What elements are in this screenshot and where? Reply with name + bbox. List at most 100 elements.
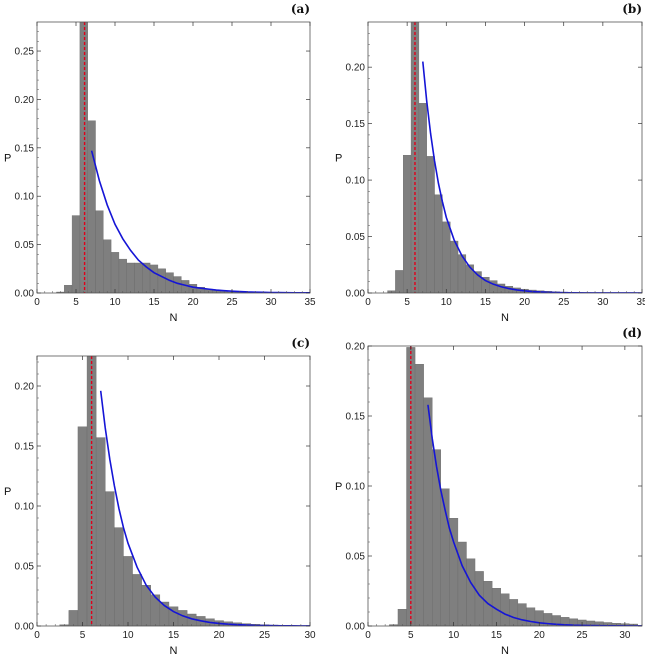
histogram-bar <box>177 610 188 626</box>
y-tick-label: 0.20 <box>15 95 35 106</box>
x-tick-label: 30 <box>597 297 609 308</box>
x-axis-label: N <box>170 312 178 324</box>
x-tick-label: 5 <box>80 630 86 641</box>
x-tick-label: 5 <box>404 297 410 308</box>
histogram-bar <box>134 262 143 293</box>
y-tick-label: 0.15 <box>346 119 366 130</box>
histogram-bar <box>426 156 435 293</box>
x-tick-label: 15 <box>480 297 492 308</box>
x-tick-label: 20 <box>213 630 225 641</box>
histogram-bar <box>95 437 106 626</box>
histogram-bar <box>509 599 519 626</box>
y-tick-label: 0.15 <box>346 412 366 423</box>
panel-label: (a) <box>291 2 310 16</box>
x-tick-label: 0 <box>365 297 371 308</box>
y-tick-label: 0.05 <box>15 240 35 251</box>
fit-curve <box>90 150 310 293</box>
y-tick-label: 0.00 <box>15 622 35 633</box>
histogram-bar <box>165 272 174 293</box>
y-tick-label: 0.05 <box>15 562 35 573</box>
panel-label: (d) <box>622 326 642 340</box>
chart-panel: 0 5 10 15 20 25 30 0.00 0.05 0.10 0.15 0.20 N P (d) <box>335 326 643 656</box>
histogram-bar <box>403 155 412 293</box>
y-tick-label: 0.10 <box>346 482 366 493</box>
x-tick-label: 30 <box>304 630 316 641</box>
x-tick-label: 5 <box>73 297 79 308</box>
x-tick-label: 15 <box>168 630 180 641</box>
plot-content <box>56 22 310 293</box>
histogram-bar <box>432 449 441 626</box>
chart-panel: 0 5 10 15 20 25 30 0.00 0.05 0.10 0.15 0.20 N P (c) <box>4 336 316 656</box>
x-tick-label: 10 <box>441 297 453 308</box>
y-tick-label: 0.10 <box>15 502 35 513</box>
y-tick-label: 0.00 <box>346 289 366 300</box>
histogram-bar <box>123 556 133 626</box>
chart-panel: 0 5 10 15 20 25 30 35 0.00 0.05 0.10 0.15 0.20 N P (b) <box>335 2 645 324</box>
chart-panel: 0 5 10 15 20 25 30 35 0.00 0.05 0.10 0.15 0.20 0.25 N P… <box>4 2 316 324</box>
x-tick-label: 15 <box>491 630 503 641</box>
x-axis-label: N <box>501 645 509 656</box>
x-tick-label: 5 <box>408 630 414 641</box>
x-tick-label: 15 <box>148 297 160 308</box>
histogram-bar <box>114 527 124 626</box>
histogram-bar <box>149 264 159 293</box>
histogram-bar <box>71 215 81 293</box>
histogram-bar <box>457 541 467 626</box>
x-tick-label: 0 <box>365 630 371 641</box>
x-tick-label: 25 <box>577 630 589 641</box>
y-axis-label: P <box>4 486 11 498</box>
x-tick-label: 25 <box>259 630 271 641</box>
y-axis-label: P <box>335 481 342 493</box>
y-tick-label: 0.00 <box>346 622 366 633</box>
histogram-bar <box>442 221 451 293</box>
y-tick-label: 0.20 <box>346 63 366 74</box>
plot-content <box>387 22 642 293</box>
x-axis-label: N <box>170 645 178 656</box>
plot-content <box>59 356 310 626</box>
histogram-bar <box>418 103 427 293</box>
histogram-bar <box>77 426 88 626</box>
x-tick-label: 0 <box>34 630 40 641</box>
histogram-bar <box>87 120 96 293</box>
y-tick-label: 0.15 <box>15 143 35 154</box>
y-tick-label: 0.10 <box>346 176 366 187</box>
x-tick-label: 10 <box>122 630 134 641</box>
histogram-bar <box>79 22 88 293</box>
panel-label: (c) <box>291 336 310 350</box>
x-tick-label: 0 <box>34 297 40 308</box>
histogram-bar <box>157 268 166 293</box>
y-axis-label: P <box>335 153 342 165</box>
histogram-bar <box>118 258 127 293</box>
histogram-bar <box>103 239 112 293</box>
y-tick-label: 0.20 <box>15 382 35 393</box>
x-tick-label: 10 <box>448 630 460 641</box>
y-tick-label: 0.10 <box>15 192 35 203</box>
y-tick-label: 0.05 <box>346 552 366 563</box>
panel-label: (b) <box>622 2 642 16</box>
histogram-bar <box>126 262 135 293</box>
histogram-bar <box>132 574 142 626</box>
histogram-bar <box>450 240 459 293</box>
histogram-bar <box>68 610 79 626</box>
histogram-bar <box>395 270 404 293</box>
histogram-bar <box>466 558 476 626</box>
histogram-bar <box>110 252 120 293</box>
histogram-bar <box>105 491 115 626</box>
x-tick-label: 20 <box>187 297 199 308</box>
x-tick-label: 25 <box>226 297 238 308</box>
x-tick-label: 10 <box>109 297 121 308</box>
histogram-bar <box>500 593 510 626</box>
x-axis-label: N <box>501 312 509 324</box>
histogram-bar <box>526 607 536 626</box>
x-tick-label: 30 <box>619 630 631 641</box>
x-tick-label: 20 <box>534 630 546 641</box>
histogram-bar <box>141 585 151 626</box>
histogram-bar <box>517 603 527 626</box>
histogram-bar <box>95 210 104 293</box>
x-tick-label: 35 <box>636 297 645 308</box>
x-tick-label: 25 <box>558 297 570 308</box>
histogram-bar <box>397 609 407 626</box>
x-tick-label: 20 <box>519 297 531 308</box>
histogram-bar <box>434 194 443 293</box>
